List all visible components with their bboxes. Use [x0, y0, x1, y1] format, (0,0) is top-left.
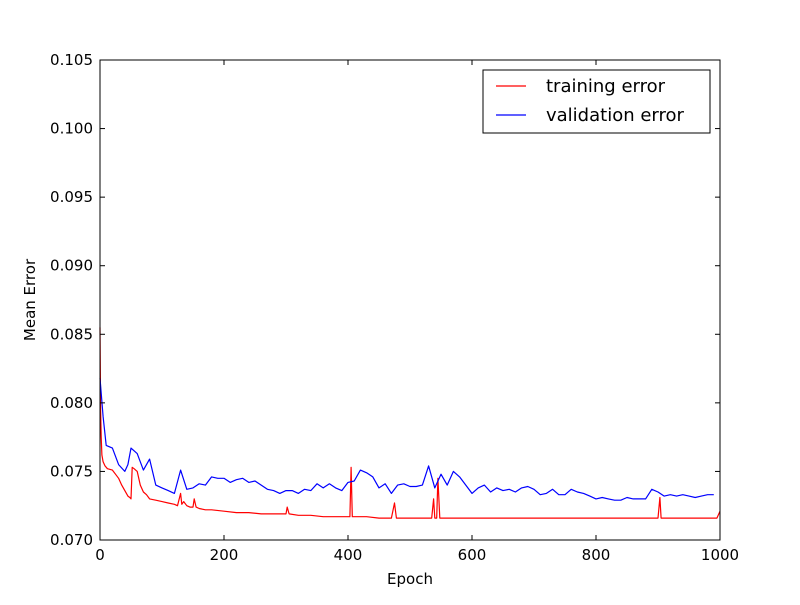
x-tick-label: 400	[334, 546, 363, 564]
y-tick-label: 0.100	[50, 120, 93, 138]
y-tick-label: 0.095	[50, 188, 93, 206]
series-line-training-error	[99, 327, 721, 519]
y-axis-label: Mean Error	[21, 258, 39, 341]
x-tick-label: 800	[582, 546, 611, 564]
x-axis-label: Epoch	[387, 570, 433, 588]
legend-label-training-error: training error	[546, 76, 666, 97]
plot-frame	[99, 59, 721, 541]
x-tick-label: 0	[95, 546, 105, 564]
x-tick-label: 200	[210, 546, 239, 564]
series-line-validation-error	[99, 378, 714, 501]
y-tick-label: 0.105	[50, 51, 93, 69]
y-tick-label: 0.090	[50, 257, 93, 275]
series-layer	[99, 327, 721, 519]
x-tick-label: 1000	[701, 546, 739, 564]
legend-box	[482, 69, 711, 134]
y-tick-label: 0.075	[50, 462, 93, 480]
axis-ticks: 0 200 400 600 800 1000 0.070 0.075 0.080 0.085 0.0…	[50, 51, 739, 564]
legend-label-validation-error: validation error	[546, 105, 685, 126]
y-tick-label: 0.080	[50, 394, 93, 412]
y-tick-label: 0.070	[50, 531, 93, 549]
legend: training error validation error	[482, 69, 711, 134]
y-tick-label: 0.085	[50, 325, 93, 343]
x-tick-label: 600	[458, 546, 487, 564]
